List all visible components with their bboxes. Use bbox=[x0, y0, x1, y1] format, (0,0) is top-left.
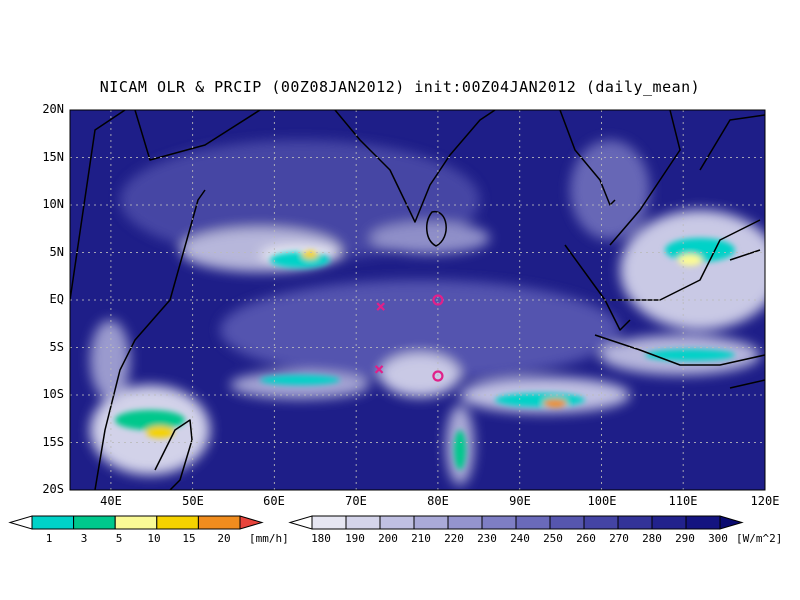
olr-colorbar-segment bbox=[685, 515, 721, 530]
lat-label: 15N bbox=[42, 150, 64, 164]
lon-label: 90E bbox=[509, 494, 531, 508]
map-frame bbox=[69, 109, 766, 491]
lat-label: 5N bbox=[49, 245, 64, 259]
precip-tick-label: 5 bbox=[115, 532, 123, 545]
lon-label: 100E bbox=[587, 494, 617, 508]
cyclone-x-marker bbox=[376, 302, 385, 311]
olr-colorbar-segment bbox=[311, 515, 347, 530]
olr-unit-label: [W/m^2] bbox=[736, 532, 783, 545]
lat-label: 10N bbox=[42, 197, 64, 211]
precip-colorbar-segment bbox=[114, 515, 158, 530]
olr-tick-label: 210 bbox=[411, 532, 431, 545]
olr-colorbar-segment bbox=[345, 515, 381, 530]
precip-colorbar-segment bbox=[197, 515, 241, 530]
precip-tick-label: 20 bbox=[217, 532, 231, 545]
olr-tick-label: 280 bbox=[642, 532, 662, 545]
lon-label: 120E bbox=[750, 494, 780, 508]
cyclone-circle-marker bbox=[432, 294, 444, 306]
olr-tick-label: 260 bbox=[576, 532, 596, 545]
lon-label: 70E bbox=[345, 494, 367, 508]
lon-label: 40E bbox=[100, 494, 122, 508]
olr-tick-label: 230 bbox=[477, 532, 497, 545]
grid-lines bbox=[70, 110, 765, 490]
olr-colorbar-segment bbox=[413, 515, 449, 530]
lat-label: 15S bbox=[42, 435, 64, 449]
lat-label: 20S bbox=[42, 482, 64, 496]
olr-tick-label: 220 bbox=[444, 532, 464, 545]
precip-tick-label: 3 bbox=[80, 532, 88, 545]
precip-colorbar-low-arrow bbox=[8, 515, 33, 530]
olr-colorbar-segment bbox=[651, 515, 687, 530]
olr-colorbar-segment bbox=[583, 515, 619, 530]
olr-colorbar-segment bbox=[515, 515, 551, 530]
olr-tick-label: 190 bbox=[345, 532, 365, 545]
lon-label: 60E bbox=[263, 494, 285, 508]
olr-tick-label: 180 bbox=[311, 532, 331, 545]
olr-colorbar-segment bbox=[481, 515, 517, 530]
cyclone-circle-marker bbox=[432, 370, 444, 382]
map-title: NICAM OLR & PRCIP (00Z08JAN2012) init:00… bbox=[99, 78, 701, 96]
precip-colorbar-high-arrow bbox=[239, 515, 264, 530]
precip-tick-label: 15 bbox=[182, 532, 196, 545]
lat-label: EQ bbox=[49, 292, 64, 306]
olr-colorbar-low-arrow bbox=[288, 515, 313, 530]
olr-colorbar-segment bbox=[447, 515, 483, 530]
precip-colorbar-segment bbox=[156, 515, 199, 530]
olr-tick-label: 270 bbox=[609, 532, 629, 545]
precip-tick-label: 1 bbox=[45, 532, 53, 545]
lon-label: 50E bbox=[182, 494, 204, 508]
precip-colorbar-segment bbox=[73, 515, 116, 530]
olr-tick-label: 250 bbox=[543, 532, 563, 545]
olr-tick-label: 290 bbox=[675, 532, 695, 545]
cyclone-x-marker bbox=[374, 365, 384, 374]
lat-label: 20N bbox=[42, 102, 64, 116]
coastlines bbox=[70, 110, 765, 490]
precip-unit-label: [mm/h] bbox=[249, 532, 289, 545]
olr-tick-label: 300 bbox=[708, 532, 728, 545]
olr-colorbar-segment bbox=[617, 515, 653, 530]
storm-markers bbox=[374, 294, 444, 382]
lon-label: 110E bbox=[668, 494, 698, 508]
lon-label: 80E bbox=[427, 494, 449, 508]
lat-label: 10S bbox=[42, 387, 64, 401]
olr-colorbar-segment bbox=[379, 515, 415, 530]
precip-tick-label: 10 bbox=[147, 532, 161, 545]
lat-label: 5S bbox=[49, 340, 64, 354]
precip-colorbar bbox=[8, 515, 264, 530]
precip-colorbar-segment bbox=[31, 515, 75, 530]
olr-colorbar bbox=[288, 515, 744, 530]
olr-colorbar-segment bbox=[549, 515, 585, 530]
olr-colorbar-high-arrow bbox=[719, 515, 744, 530]
olr-tick-label: 200 bbox=[378, 532, 398, 545]
olr-tick-label: 240 bbox=[510, 532, 530, 545]
